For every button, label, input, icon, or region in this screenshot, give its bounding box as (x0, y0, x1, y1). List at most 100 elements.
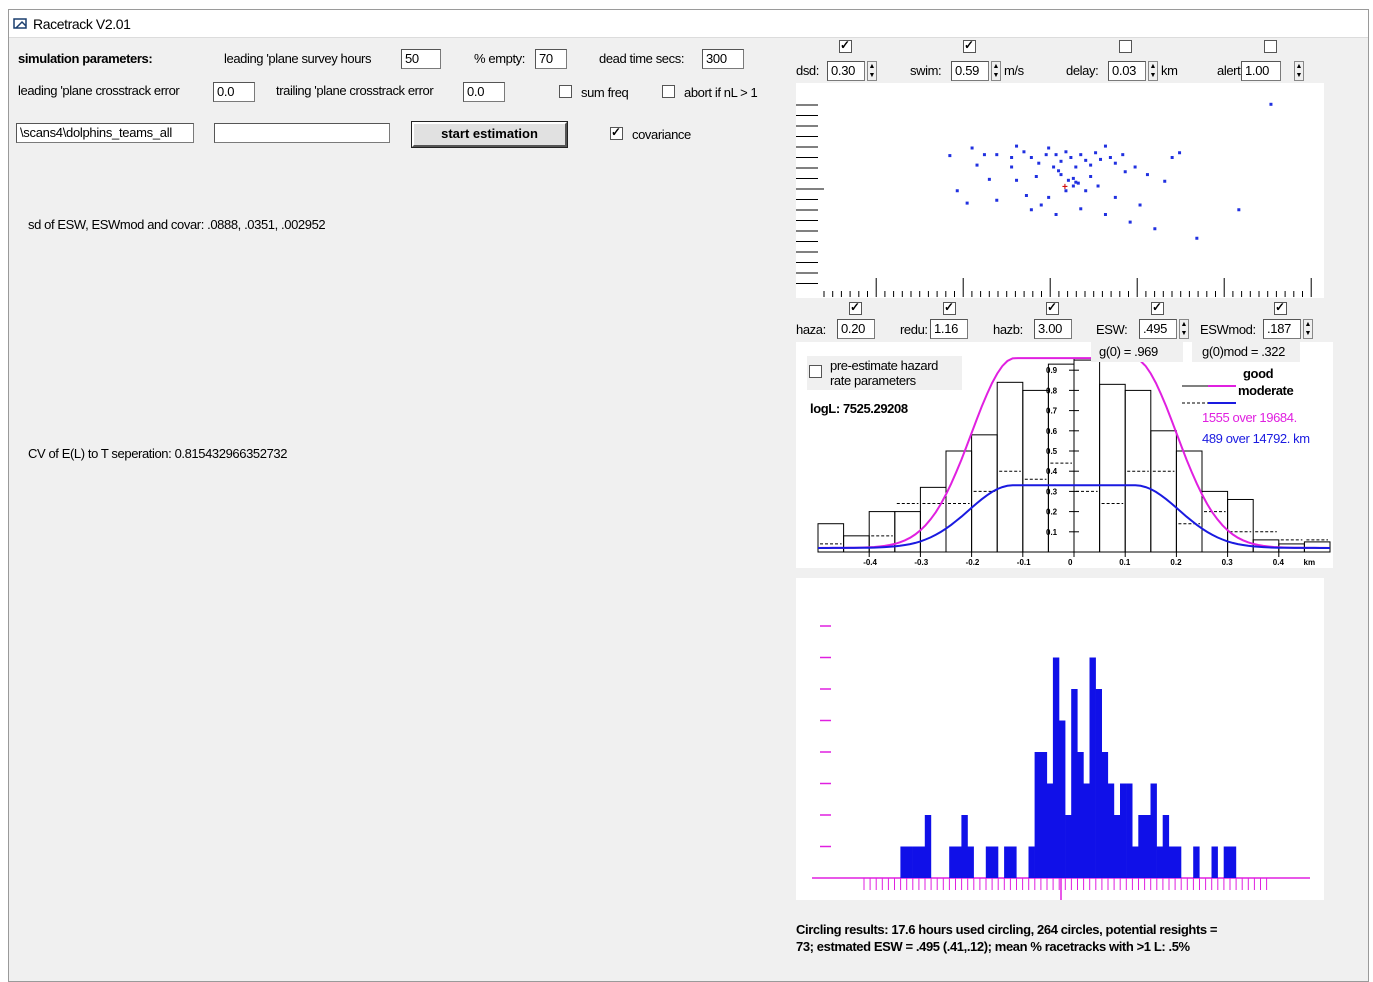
circling-bar (900, 846, 907, 878)
scatter-plot: + (796, 102, 1312, 297)
redu-input[interactable]: 1.16 (930, 319, 968, 339)
scatter-point (1133, 165, 1137, 169)
circling-bar (1034, 752, 1041, 878)
scatter-point (1145, 173, 1149, 177)
scatter-point (1071, 184, 1075, 188)
hazb-checkbox[interactable] (1046, 300, 1059, 315)
footer-line-1: Circling results: 17.6 hours used circli… (796, 922, 1218, 937)
moderate-summary-text: 489 over 14792. km (1202, 431, 1310, 446)
secondary-input[interactable] (214, 123, 390, 143)
circling-bar (985, 846, 993, 878)
circling-bar (906, 846, 913, 878)
scatter-point (1010, 156, 1014, 159)
scatter-point (1059, 173, 1063, 177)
alert-spinner[interactable]: ▲ ▼ (1294, 61, 1304, 81)
x-tick-label: 0.3 (1222, 558, 1234, 567)
delay-spinner[interactable]: ▲ ▼ (1148, 61, 1158, 81)
delay-checkbox[interactable] (1119, 40, 1132, 53)
scatter-point (1044, 153, 1048, 157)
start-estimation-button[interactable]: start estimation (411, 121, 568, 148)
dsd-checkbox[interactable] (839, 38, 852, 53)
eswmod-checkbox[interactable] (1274, 300, 1287, 315)
scatter-point (1064, 189, 1068, 193)
eswmod-spinner[interactable]: ▲ ▼ (1303, 319, 1313, 339)
scatter-point (1057, 169, 1061, 173)
circling-bar (1229, 846, 1237, 878)
lead-error-label: leading 'plane crosstrack error (18, 83, 180, 98)
cv-result-text: CV of E(L) to T seperation: 0.8154329663… (28, 446, 288, 461)
scatter-point (987, 177, 991, 181)
circling-bar (1052, 657, 1060, 878)
scatter-point (1099, 157, 1103, 161)
sd-result-text: sd of ESW, ESWmod and covar: .0888, .035… (28, 217, 326, 232)
haza-input[interactable]: 0.20 (837, 319, 875, 339)
good-bar (1227, 498, 1254, 553)
delay-label: delay: (1066, 63, 1099, 78)
logl-text: logL: 7525.29208 (810, 401, 908, 416)
circling-bar (1126, 783, 1133, 878)
haza-checkbox[interactable] (849, 300, 862, 315)
abort-checkbox[interactable] (662, 85, 675, 98)
circling-bar (1046, 783, 1054, 878)
scatter-point (1128, 220, 1132, 224)
circling-bar (1138, 815, 1145, 878)
scatter-point (1123, 170, 1127, 174)
scatter-point (1153, 227, 1157, 231)
scatter-point (982, 153, 986, 157)
esw-input[interactable]: .495 (1139, 319, 1177, 339)
covariance-checkbox[interactable] (610, 125, 623, 140)
scatter-point (975, 163, 979, 167)
app-icon (13, 18, 27, 29)
redu-checkbox[interactable] (943, 300, 956, 315)
eswmod-input[interactable]: .187 (1263, 319, 1301, 339)
scatter-point (1015, 178, 1019, 182)
trail-error-label: trailing 'plane crosstrack error (276, 83, 434, 98)
delay-input[interactable]: 0.03 (1108, 61, 1146, 81)
good-curve (817, 357, 1331, 549)
g0-text: g(0) = .969 (1099, 344, 1158, 359)
dead-time-label: dead time secs: (599, 51, 685, 66)
circling-chart-panel (796, 578, 1324, 900)
swim-spinner[interactable]: ▲ ▼ (991, 61, 1001, 81)
esw-checkbox[interactable] (1151, 300, 1164, 315)
trail-error-input[interactable]: 0.0 (463, 82, 505, 102)
esw-spinner[interactable]: ▲ ▼ (1179, 319, 1189, 339)
dsd-label: dsd: (796, 63, 819, 78)
y-tick-label: 0.1 (1046, 528, 1058, 537)
scatter-point (1039, 203, 1043, 207)
pre-estimate-checkbox[interactable] (809, 365, 822, 378)
circling-bar (1028, 846, 1035, 878)
dsd-spinner[interactable]: ▲ ▼ (867, 61, 877, 81)
alert-input[interactable]: 1.00 (1241, 61, 1281, 81)
scatter-point (1089, 175, 1093, 178)
scatter-point (1047, 195, 1051, 199)
lead-error-input[interactable]: 0.0 (213, 82, 255, 102)
dsd-input[interactable]: 0.30 (827, 61, 865, 81)
x-tick-label: -0.1 (1017, 558, 1031, 567)
survey-hours-input[interactable]: 50 (401, 49, 441, 69)
file-path-input[interactable]: \scans4\dolphins_teams_all (16, 123, 194, 143)
simulation-parameters-label: simulation parameters: (18, 51, 153, 66)
circling-bar (1150, 783, 1157, 878)
y-tick-label: 0.3 (1046, 487, 1058, 496)
circling-bar (1193, 846, 1200, 878)
good-bar (1073, 359, 1101, 553)
scatter-point (1269, 102, 1273, 106)
hazb-input[interactable]: 3.00 (1034, 319, 1072, 339)
scatter-point (1054, 153, 1058, 157)
scatter-point (1064, 150, 1068, 154)
alert-label: alert: (1217, 63, 1244, 78)
g0mod-text: g(0)mod = .322 (1202, 344, 1285, 359)
scatter-point (1037, 161, 1041, 165)
sum-freq-checkbox[interactable] (559, 85, 572, 98)
scatter-point (1015, 144, 1019, 148)
scatter-point (1195, 236, 1199, 240)
good-bar (919, 486, 947, 553)
pct-empty-input[interactable]: 70 (535, 49, 567, 69)
swim-checkbox[interactable] (963, 38, 976, 53)
alert-checkbox[interactable] (1264, 40, 1277, 53)
circling-bar (918, 846, 926, 878)
swim-input[interactable]: 0.59 (951, 61, 989, 81)
scatter-point (1024, 194, 1028, 197)
dead-time-input[interactable]: 300 (702, 49, 744, 69)
